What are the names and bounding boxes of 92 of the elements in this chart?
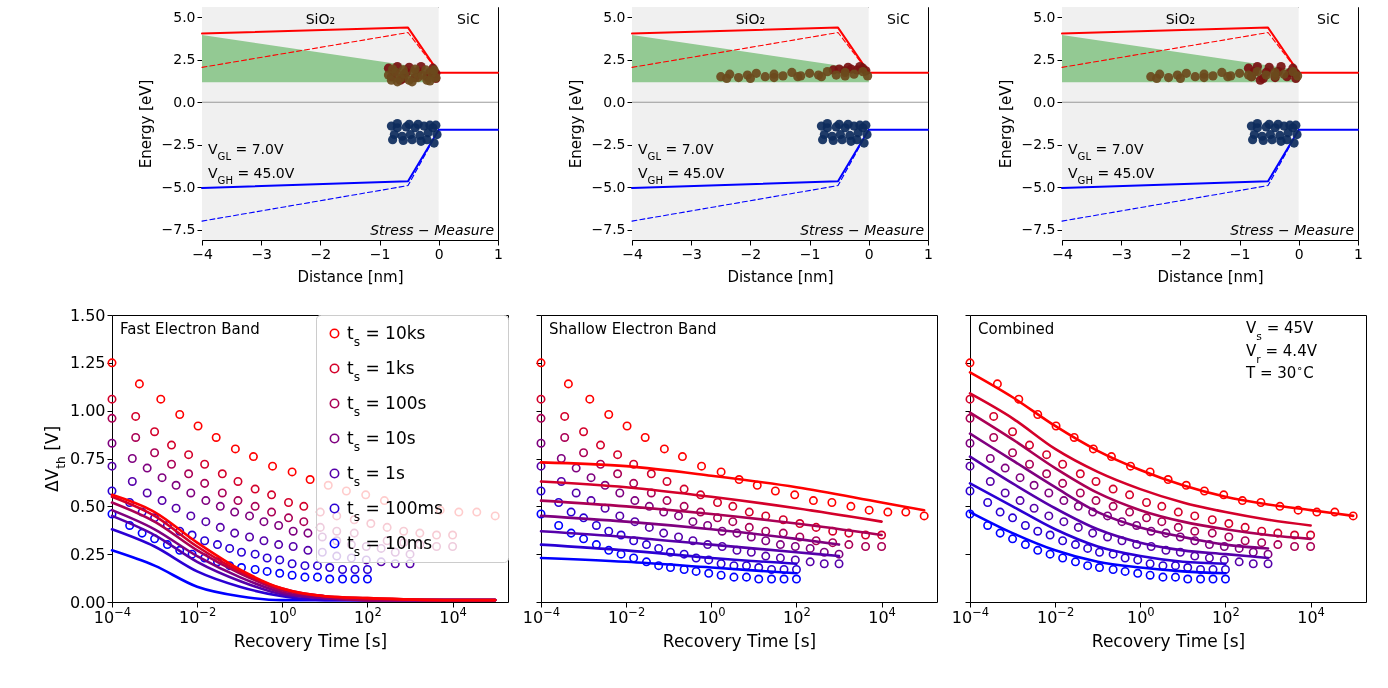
x-tick-label: 0 — [864, 245, 874, 262]
x-tick-label: 10$^{0}$ — [697, 604, 726, 627]
x-tick-label: 1 — [494, 245, 503, 262]
y-tick-label: 0.75 — [69, 449, 106, 468]
y-axis-title: Energy [eV] — [566, 79, 585, 169]
y-tick-label: 1.25 — [69, 353, 106, 373]
legend-label: t$_{s}$ = 10s — [347, 427, 416, 454]
legend-label: t$_{s}$ = 1s — [347, 462, 405, 489]
annotation: Fast Electron Band — [120, 320, 260, 338]
y-axis-title: Energy [eV] — [996, 79, 1015, 169]
y-tick-label: −7.5 — [161, 221, 196, 238]
x-tick-label: −3 — [681, 245, 703, 262]
x-tick-label: −3 — [1111, 245, 1133, 262]
y-tick-label: 1.00 — [69, 401, 106, 421]
annotation: V$_{r}$ = 4.4V — [1246, 342, 1318, 366]
x-axis-title: Recovery Time [s] — [662, 630, 817, 651]
y-tick-label: 2.5 — [603, 51, 626, 68]
band-label: SiC — [1317, 11, 1340, 27]
y-tick-label: 0.0 — [603, 93, 626, 110]
legend-label: t$_{s}$ = 100ms — [347, 497, 444, 524]
y-tick-label: −5.0 — [591, 178, 626, 195]
x-tick-label: 10$^{4}$ — [868, 604, 896, 627]
y-tick-label: 1.50 — [69, 305, 106, 325]
x-tick-label: −1 — [1229, 245, 1251, 262]
legend-label: t$_{s}$ = 100s — [347, 392, 427, 419]
annotation: V$_{GL}$ = 7.0V — [638, 141, 714, 162]
x-tick-label: −4 — [1052, 245, 1073, 262]
annotation: V$_{GL}$ = 7.0V — [1068, 141, 1144, 162]
x-tick-label: −2 — [1170, 245, 1192, 262]
annotation: Stress − Measure — [800, 222, 924, 238]
x-tick-label: 10$^{−2}$ — [178, 604, 217, 627]
x-tick-label: −4 — [622, 245, 643, 262]
y-axis-title: Energy [eV] — [136, 79, 155, 169]
x-tick-label: 10$^{2}$ — [1212, 604, 1240, 627]
x-axis-title: Distance [nm] — [727, 267, 834, 286]
annotation: V$_{GH}$ = 45.0V — [1068, 165, 1155, 186]
y-tick-label: −2.5 — [591, 136, 626, 153]
x-tick-label: 10$^{−4}$ — [522, 604, 561, 627]
annotation: Stress − Measure — [370, 222, 494, 238]
band-label: SiC — [457, 11, 480, 27]
x-axis-title: Distance [nm] — [1157, 267, 1264, 286]
y-tick-label: 5.0 — [603, 8, 626, 25]
x-tick-label: −3 — [251, 245, 273, 262]
x-axis-title: Distance [nm] — [297, 267, 404, 286]
annotation: V$_{GH}$ = 45.0V — [208, 165, 295, 186]
y-tick-label: −5.0 — [1021, 178, 1056, 195]
y-tick-label: 0.25 — [69, 544, 106, 564]
legend-label: t$_{s}$ = 1ks — [347, 357, 415, 384]
x-tick-label: 0 — [1294, 245, 1304, 262]
band-label: SiO₂ — [305, 11, 336, 27]
y-tick-label: 0.0 — [1033, 93, 1056, 110]
x-tick-label: 10$^{−2}$ — [1036, 604, 1075, 627]
x-tick-label: 10$^{−4}$ — [951, 604, 990, 627]
x-tick-label: 10$^{2}$ — [783, 604, 811, 627]
band-label: SiC — [887, 11, 910, 27]
y-tick-label: 0.50 — [69, 496, 106, 516]
x-tick-label: 10$^{0}$ — [268, 604, 297, 627]
y-tick-label: −2.5 — [1021, 136, 1056, 153]
y-tick-label: 5.0 — [1033, 8, 1056, 25]
y-tick-label: −7.5 — [1021, 221, 1056, 238]
legend-label: t$_{s}$ = 10ks — [347, 322, 426, 349]
y-tick-label: 0.0 — [173, 93, 196, 110]
y-tick-label: −2.5 — [161, 136, 196, 153]
x-tick-label: 10$^{4}$ — [1297, 604, 1325, 627]
x-tick-label: 10$^{−2}$ — [607, 604, 646, 627]
x-tick-label: 0 — [434, 245, 444, 262]
band-label: SiO₂ — [735, 11, 766, 27]
x-tick-label: 1 — [1354, 245, 1363, 262]
annotation: Shallow Electron Band — [549, 320, 717, 338]
x-tick-label: 10$^{2}$ — [354, 604, 382, 627]
y-tick-label: 2.5 — [1033, 51, 1056, 68]
x-tick-label: 10$^{4}$ — [439, 604, 467, 627]
y-tick-label: −5.0 — [161, 178, 196, 195]
x-tick-label: −1 — [369, 245, 391, 262]
x-tick-label: −2 — [310, 245, 332, 262]
annotation: Combined — [978, 320, 1055, 338]
x-tick-label: −4 — [192, 245, 213, 262]
annotation: V$_{GH}$ = 45.0V — [638, 165, 725, 186]
x-axis-title: Recovery Time [s] — [233, 630, 388, 651]
band-label: SiO₂ — [1165, 11, 1196, 27]
annotation: V$_{s}$ = 45V — [1246, 319, 1315, 343]
annotation: Stress − Measure — [1230, 222, 1354, 238]
x-tick-label: 1 — [924, 245, 933, 262]
annotation: V$_{GL}$ = 7.0V — [208, 141, 284, 162]
x-tick-label: −1 — [799, 245, 821, 262]
y-tick-label: 5.0 — [173, 8, 196, 25]
x-axis-title: Recovery Time [s] — [1091, 630, 1246, 651]
y-tick-label: 2.5 — [173, 51, 196, 68]
y-tick-label: −7.5 — [591, 221, 626, 238]
x-tick-label: −2 — [740, 245, 762, 262]
legend-label: t$_{s}$ = 10ms — [347, 532, 433, 559]
x-tick-label: 10$^{0}$ — [1126, 604, 1155, 627]
